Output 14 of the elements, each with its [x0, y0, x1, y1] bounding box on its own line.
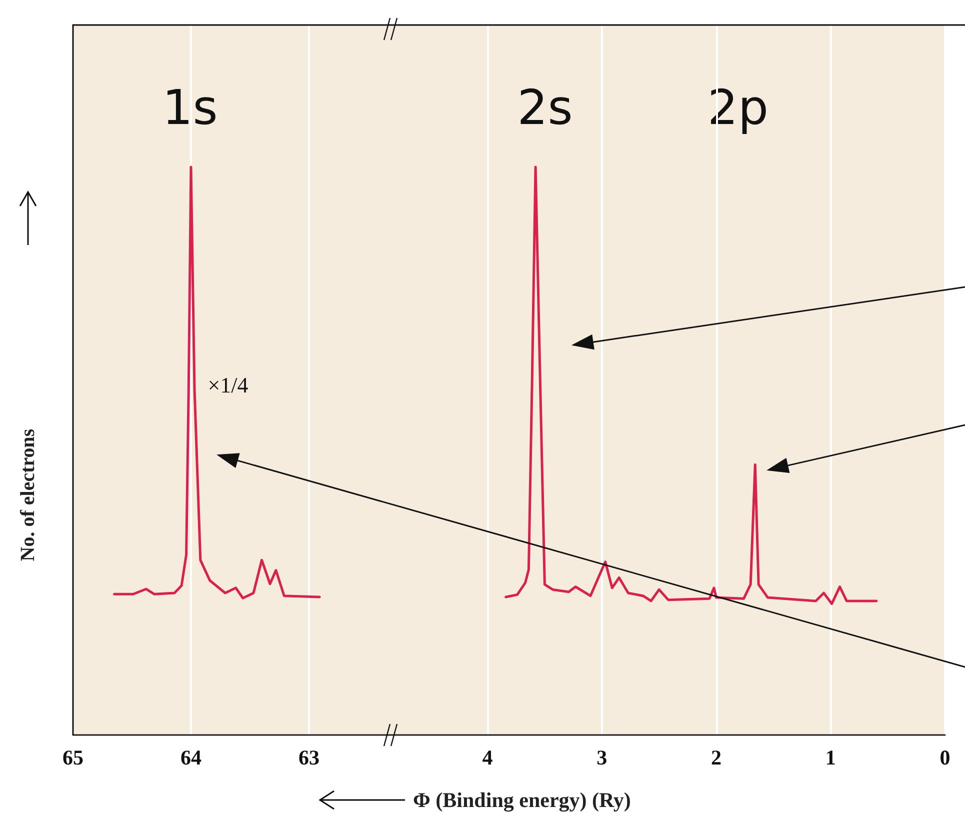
- x-tick-label: 4: [482, 746, 494, 770]
- x-tick-label: 65: [62, 746, 84, 770]
- y-axis-title: No. of electrons: [17, 428, 39, 562]
- annotation: ×1/4: [208, 372, 248, 398]
- x-tick-label: 64: [180, 746, 202, 770]
- x-axis-title: Φ (Binding energy) (Ry): [413, 788, 631, 812]
- text: 1s: [162, 80, 218, 136]
- text: 2s: [517, 80, 573, 136]
- text: 2p: [707, 80, 769, 136]
- x-tick-label: 63: [298, 746, 320, 770]
- x-tick-label: 2: [711, 746, 722, 770]
- x-tick-label: 3: [596, 746, 608, 770]
- x-tick-label: 0: [940, 746, 950, 770]
- x-tick-label: 1: [825, 746, 836, 770]
